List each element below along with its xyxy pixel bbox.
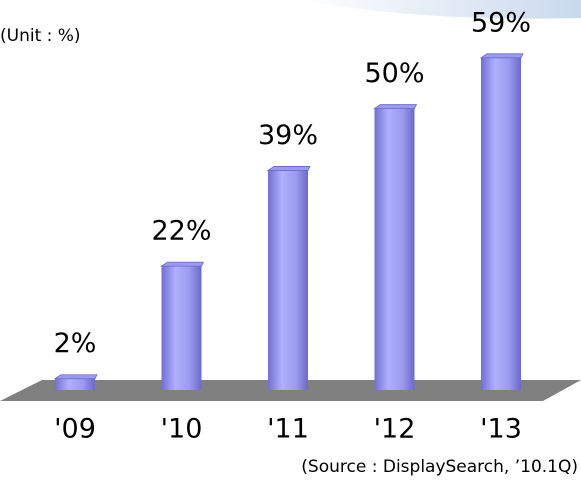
x-tick-label: '12: [374, 414, 416, 445]
x-tick-label: '13: [480, 414, 522, 445]
bar-top: [373, 104, 418, 109]
bar-top: [479, 53, 524, 59]
x-tick-label: '10: [161, 414, 203, 445]
floor: [0, 380, 581, 401]
source-note: (Source : DisplaySearch, ’10.1Q): [301, 457, 578, 477]
bar-top: [160, 261, 205, 267]
bar: [55, 378, 95, 390]
value-label: 2%: [54, 328, 97, 359]
bar: [374, 108, 415, 390]
bar: [481, 57, 521, 391]
bar: [268, 170, 308, 390]
x-tick-label: '11: [267, 414, 309, 445]
bar: [161, 266, 202, 390]
value-label: 22%: [151, 216, 211, 247]
value-label: 59%: [471, 7, 531, 38]
decoration: [300, 0, 581, 19]
unit-note: (Unit : %): [0, 26, 81, 46]
bar-top: [53, 374, 98, 380]
value-label: 50%: [364, 58, 424, 89]
value-label: 39%: [258, 120, 318, 151]
bar-top: [266, 166, 311, 171]
x-tick-label: '09: [54, 414, 96, 445]
